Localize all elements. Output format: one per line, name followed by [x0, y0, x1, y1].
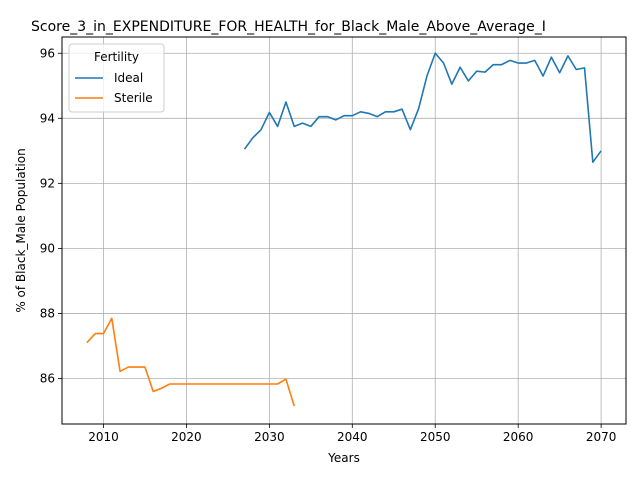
- x-tick-label: 2050: [420, 430, 451, 444]
- legend-label-ideal: Ideal: [114, 71, 143, 85]
- x-tick-label: 2010: [88, 430, 119, 444]
- y-axis-label: % of Black_Male Population: [14, 148, 28, 312]
- chart-title: Score_3_in_EXPENDITURE_FOR_HEALTH_for_Bl…: [31, 19, 546, 35]
- series-lines: [86, 52, 602, 407]
- y-tick-label: 86: [40, 371, 55, 385]
- y-tick-label: 92: [40, 176, 55, 190]
- y-tick-label: 96: [40, 46, 55, 60]
- y-tick-label: 88: [40, 306, 55, 320]
- series-line-ideal: [243, 52, 602, 164]
- legend-label-sterile: Sterile: [114, 91, 153, 105]
- y-tick-label: 94: [40, 111, 55, 125]
- legend-box: [68, 43, 165, 113]
- x-tick-label: 2070: [586, 430, 617, 444]
- x-tick-label: 2030: [254, 430, 285, 444]
- y-axis-ticks: 86 88 90 92 94 96: [40, 46, 62, 385]
- x-tick-label: 2060: [503, 430, 534, 444]
- y-tick-label: 90: [40, 241, 55, 255]
- legend-title: Fertility: [94, 50, 139, 64]
- grid-lines: [62, 37, 626, 424]
- x-axis-ticks: 2010 2020 2030 2040 2050 2060 2070: [88, 424, 616, 444]
- series-line-sterile: [86, 317, 296, 407]
- x-tick-label: 2020: [171, 430, 202, 444]
- x-tick-label: 2040: [337, 430, 368, 444]
- x-axis-label: Years: [327, 451, 360, 465]
- plot-frame: [61, 36, 627, 425]
- legend: Fertility Ideal Sterile: [68, 43, 165, 113]
